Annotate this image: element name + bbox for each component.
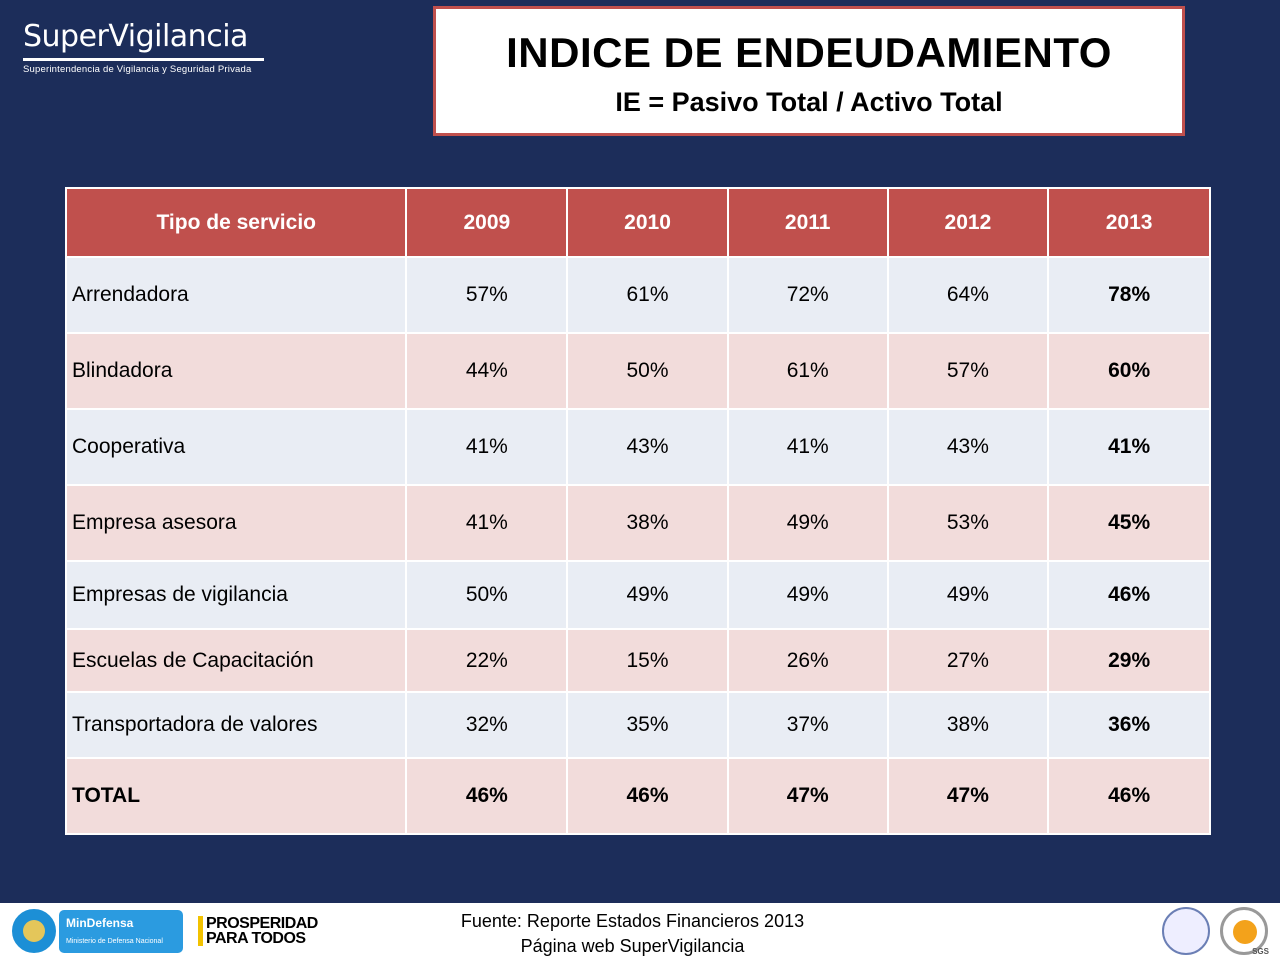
table-cell: 36% <box>1047 691 1211 759</box>
table-cell: 45% <box>1047 484 1211 562</box>
table-cell: 72% <box>726 256 889 334</box>
page-title: INDICE DE ENDEUDAMIENTO <box>506 29 1112 76</box>
table-cell: 49% <box>886 560 1050 630</box>
table-cell: 26% <box>726 628 889 693</box>
title-box: INDICE DE ENDEUDAMIENTO IE = Pasivo Tota… <box>433 6 1185 136</box>
row-label: Empresas de vigilancia <box>64 560 408 630</box>
sgs-certification-icon: SGS <box>1220 907 1269 956</box>
table-cell: 50% <box>405 560 569 630</box>
table-header-row: Tipo de servicio 2009 2010 2011 2012 2013 <box>64 187 1211 258</box>
column-header: 2010 <box>566 187 729 258</box>
table-cell: 61% <box>726 332 889 410</box>
mindefensa-logo: MinDefensa Ministerio de Defensa Naciona… <box>59 910 183 953</box>
supervigilancia-logo: SuperVigilancia Superintendencia de Vigi… <box>23 20 264 75</box>
table-cell: 32% <box>405 691 569 759</box>
logo-subtitle: Superintendencia de Vigilancia y Segurid… <box>23 64 252 75</box>
mindefensa-name: MinDefensa <box>66 916 134 930</box>
debt-index-table: Tipo de servicio 2009 2010 2011 2012 2013 Arr… <box>64 187 1211 835</box>
row-label: Empresa asesora <box>64 484 408 562</box>
sgs-label: SGS <box>1252 947 1269 956</box>
table-cell: 53% <box>886 484 1050 562</box>
table-cell: 43% <box>566 408 729 486</box>
table-cell: 38% <box>566 484 729 562</box>
source-text: Fuente: Reporte Estados Financieros 2013 <box>460 911 805 931</box>
table-cell: 41% <box>405 408 569 486</box>
formula: IE = Pasivo Total / Activo Total <box>615 87 1003 117</box>
table-cell: 41% <box>405 484 569 562</box>
row-label: Blindadora <box>64 332 408 410</box>
table-cell: 37% <box>726 691 889 759</box>
table-cell: 46% <box>1047 757 1211 835</box>
table-cell: 35% <box>566 691 729 759</box>
table-cell: 29% <box>1047 628 1211 693</box>
column-header: Tipo de servicio <box>64 187 408 258</box>
table-row: Escuelas de Capacitación 22% 15% 26% 27% 29% <box>64 628 1211 693</box>
column-header: 2012 <box>886 187 1050 258</box>
row-label: Transportadora de valores <box>64 691 408 759</box>
table-row: TOTAL 46% 46% 47% 47% 46% <box>64 757 1211 835</box>
table-row: Transportadora de valores 32% 35% 37% 38% 36% <box>64 691 1211 759</box>
table-cell: 64% <box>886 256 1050 334</box>
table-cell: 57% <box>886 332 1050 410</box>
logo-name: SuperVigilancia <box>23 19 248 54</box>
table-cell: 78% <box>1047 256 1211 334</box>
table-cell: 61% <box>566 256 729 334</box>
table-cell: 60% <box>1047 332 1211 410</box>
table-cell: 46% <box>405 757 569 835</box>
column-header: 2009 <box>405 187 569 258</box>
table-cell: 41% <box>726 408 889 486</box>
table-cell: 50% <box>566 332 729 410</box>
table-row: Blindadora 44% 50% 61% 57% 60% <box>64 332 1211 410</box>
prosperidad-line2: PARA TODOS <box>206 930 306 947</box>
table-cell: 27% <box>886 628 1050 693</box>
table-cell: 41% <box>1047 408 1211 486</box>
table-cell: 44% <box>405 332 569 410</box>
table-cell: 15% <box>566 628 729 693</box>
table-cell: 22% <box>405 628 569 693</box>
row-label: TOTAL <box>64 757 408 835</box>
footer: MinDefensa Ministerio de Defensa Naciona… <box>0 903 1280 960</box>
table-cell: 57% <box>405 256 569 334</box>
colombia-seal-icon <box>12 909 56 953</box>
prosperidad-logo: PROSPERIDAD PARA TODOS <box>198 915 318 947</box>
table-cell: 49% <box>566 560 729 630</box>
mindefensa-subtitle: Ministerio de Defensa Nacional <box>66 938 163 945</box>
source-web: Página web SuperVigilancia <box>520 936 745 956</box>
column-header: 2011 <box>726 187 889 258</box>
logo-divider <box>23 58 264 61</box>
source-note: Fuente: Reporte Estados Financieros 2013… <box>430 909 835 959</box>
table-cell: 38% <box>886 691 1050 759</box>
table-cell: 49% <box>726 560 889 630</box>
table-cell: 46% <box>566 757 729 835</box>
column-header: 2013 <box>1047 187 1211 258</box>
table-cell: 47% <box>886 757 1050 835</box>
table-row: Empresa asesora 41% 38% 49% 53% 45% <box>64 484 1211 562</box>
table-cell: 43% <box>886 408 1050 486</box>
table-cell: 47% <box>726 757 889 835</box>
prosperidad-line1: PROSPERIDAD <box>206 915 318 932</box>
certification-seal-icon <box>1162 907 1210 955</box>
table-cell: 49% <box>726 484 889 562</box>
row-label: Cooperativa <box>64 408 408 486</box>
table-row: Empresas de vigilancia 50% 49% 49% 49% 46% <box>64 560 1211 630</box>
row-label: Escuelas de Capacitación <box>64 628 408 693</box>
row-label: Arrendadora <box>64 256 408 334</box>
table-row: Arrendadora 57% 61% 72% 64% 78% <box>64 256 1211 334</box>
table-cell: 46% <box>1047 560 1211 630</box>
table-row: Cooperativa 41% 43% 41% 43% 41% <box>64 408 1211 486</box>
